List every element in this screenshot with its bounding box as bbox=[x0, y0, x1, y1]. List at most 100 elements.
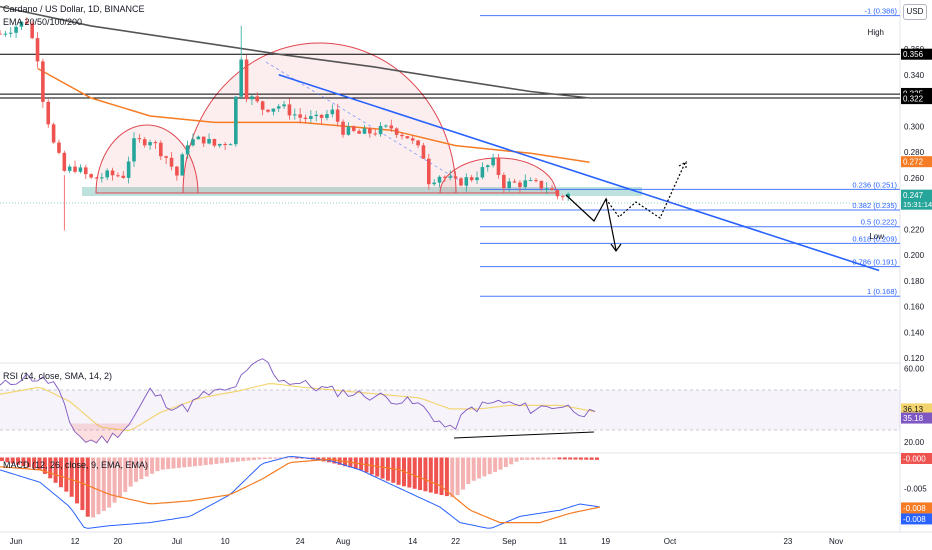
time-axis[interactable]: Jun 12 20 Jul 10 24 Aug 14 22 Sep 11 19 Oct 23 Nov bbox=[10, 537, 844, 546]
candle-body bbox=[421, 145, 426, 159]
price-badge bbox=[901, 48, 932, 60]
candle-body bbox=[100, 177, 104, 179]
macd-histogram-bar bbox=[230, 457, 235, 463]
time-tick-label: 23 bbox=[783, 537, 792, 546]
candle-body bbox=[373, 133, 377, 135]
macd-histogram-bar bbox=[557, 457, 562, 460]
candle-body bbox=[330, 109, 335, 115]
macd-histogram-bar bbox=[541, 457, 546, 460]
macd-histogram-bar bbox=[150, 457, 155, 474]
candle-body bbox=[266, 109, 270, 112]
macd-histogram-bar bbox=[123, 457, 128, 492]
candle-body bbox=[201, 136, 206, 144]
price-tick-label: 0.260 bbox=[904, 174, 925, 183]
rsi-sma-line bbox=[0, 383, 596, 432]
candle-body bbox=[416, 140, 420, 146]
macd-hist-badge-label: -0.000 bbox=[903, 454, 926, 463]
candle-body bbox=[491, 157, 495, 166]
candle-body bbox=[534, 180, 538, 182]
macd-histogram-bar bbox=[273, 457, 278, 459]
fib-level-label: 0.236 (0.251) bbox=[852, 180, 897, 189]
macd-line-badge bbox=[901, 513, 932, 525]
candle-body bbox=[394, 128, 399, 135]
macd-histogram-bar bbox=[166, 457, 171, 470]
rsi-badge bbox=[901, 412, 932, 424]
currency-selector[interactable]: USD bbox=[903, 4, 927, 20]
price-tick-label: 0.280 bbox=[904, 148, 925, 157]
macd-histogram-bar bbox=[498, 457, 503, 470]
candle-body bbox=[346, 126, 351, 135]
macd-histogram-bar bbox=[26, 457, 31, 468]
macd-histogram-bar bbox=[568, 457, 573, 460]
macd-histogram-bar bbox=[101, 457, 106, 511]
macd-histogram-bar bbox=[562, 457, 567, 460]
time-tick-label: 12 bbox=[71, 537, 80, 546]
fib-low-marker: Low bbox=[869, 232, 884, 241]
macd-signal-line bbox=[0, 458, 601, 524]
price-badge-label: 0.322 bbox=[903, 95, 924, 104]
candle-body bbox=[212, 138, 217, 146]
macd-histogram-bar bbox=[85, 457, 90, 517]
macd-histogram-bar bbox=[235, 457, 240, 462]
macd-histogram-bar bbox=[58, 457, 63, 488]
candle-body bbox=[405, 136, 410, 139]
candle-body bbox=[137, 138, 142, 140]
price-tick-label: 0.140 bbox=[904, 328, 925, 337]
candle-body bbox=[180, 154, 185, 176]
macd-pane[interactable] bbox=[0, 455, 601, 529]
candlesticks bbox=[0, 17, 570, 231]
price-badge-label: 0.356 bbox=[903, 50, 924, 59]
candle-body bbox=[30, 23, 34, 39]
time-tick-label: Aug bbox=[336, 537, 350, 546]
candle-body bbox=[142, 139, 147, 146]
candle-body bbox=[469, 177, 474, 181]
macd-histogram-bar bbox=[128, 457, 133, 487]
candle-body bbox=[19, 21, 24, 27]
rounded-top-main bbox=[182, 42, 457, 194]
macd-hist-badge bbox=[901, 452, 932, 464]
macd-histogram-bar bbox=[246, 457, 251, 461]
macd-histogram-bar bbox=[578, 457, 583, 460]
rsi-pane[interactable] bbox=[0, 358, 900, 444]
macd-histogram-bar bbox=[96, 457, 101, 515]
rsi-legend: RSI (14, close, SMA, 14, 2) bbox=[3, 371, 113, 381]
bullish-projection-arrowhead bbox=[678, 161, 687, 170]
candle-body bbox=[459, 178, 463, 186]
candle-body bbox=[357, 130, 361, 134]
candle-body bbox=[293, 114, 297, 116]
candle-body bbox=[544, 188, 549, 190]
candle-body bbox=[410, 138, 415, 141]
candle-body bbox=[83, 167, 88, 175]
candle-body bbox=[217, 144, 222, 146]
fibonacci-retracement bbox=[480, 15, 900, 297]
candle-body bbox=[496, 157, 501, 175]
macd-histogram-bar bbox=[160, 457, 165, 470]
candle-body bbox=[389, 125, 394, 129]
candle-body bbox=[309, 116, 313, 120]
price-badge bbox=[901, 189, 932, 210]
macd-histogram-bar bbox=[519, 457, 524, 460]
macd-histogram-bar bbox=[525, 457, 530, 460]
candle-body bbox=[287, 104, 292, 116]
support-zone bbox=[82, 187, 642, 196]
price-pane[interactable]: -1 (0.386) 0.236 (0.251) 0.382 (0.235) 0.5 … bbox=[0, 5, 900, 297]
rsi-sma-badge-label: 36.13 bbox=[903, 405, 924, 414]
macd-histogram-bar bbox=[53, 457, 58, 483]
price-axis-badges: 0.3560.3250.3220.2720.24715:31:1436.1335… bbox=[901, 48, 932, 525]
candle-body bbox=[485, 165, 490, 168]
macd-histogram-bar bbox=[219, 457, 224, 464]
candle-body bbox=[126, 161, 131, 178]
rsi-band bbox=[0, 390, 900, 430]
price-tick-label: 0.160 bbox=[904, 303, 925, 312]
candle-body bbox=[223, 144, 227, 146]
macd-histogram-bar bbox=[209, 457, 214, 465]
candle-body bbox=[185, 145, 190, 155]
time-tick-label: 22 bbox=[451, 537, 460, 546]
time-tick-label: 10 bbox=[221, 537, 230, 546]
candle-body bbox=[512, 181, 517, 183]
candle-body bbox=[132, 138, 136, 162]
candle-body bbox=[89, 174, 93, 178]
candle-body bbox=[325, 114, 329, 118]
macd-signal-badge-label: -0.008 bbox=[903, 504, 926, 513]
